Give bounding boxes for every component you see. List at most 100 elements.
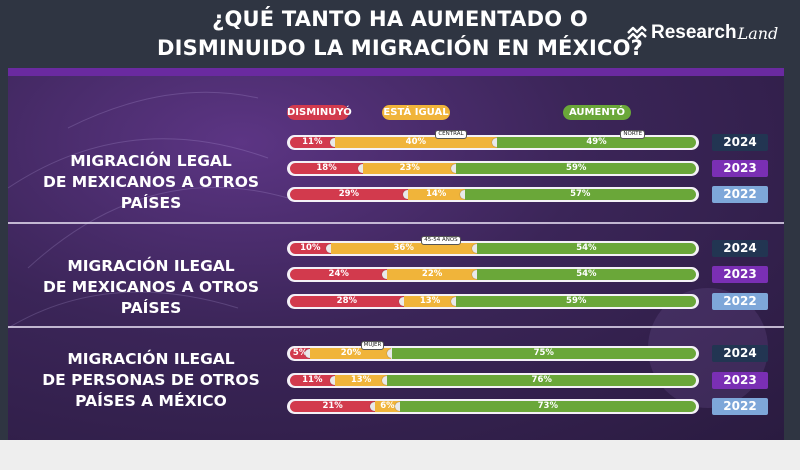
segment-increased [456, 163, 696, 174]
segment-decreased [290, 189, 408, 200]
segment-knob [451, 164, 461, 173]
segment-decreased [290, 348, 311, 359]
segment-decreased [290, 375, 335, 386]
group-divider [8, 326, 784, 328]
group-label-line: PAÍSES A MÉXICO [75, 392, 227, 410]
segment-increased [391, 348, 696, 359]
legend-increased: AUMENTÓ [563, 105, 631, 120]
brand-name-script: Land [737, 23, 779, 43]
value-label: 24% [328, 269, 349, 279]
title-line-2: DISMINUIDO LA MIGRACIÓN EN MÉXICO? [156, 36, 644, 60]
bar-track: 11% 13% 76% [287, 373, 699, 388]
group-label-line: MIGRACIÓN ILEGAL [67, 257, 235, 275]
value-label: 20% [340, 348, 362, 358]
segment-knob [386, 349, 396, 358]
segment-knob [325, 244, 335, 253]
segment-increased [476, 269, 696, 280]
segment-increased [456, 296, 696, 307]
segment-same [407, 189, 465, 200]
bar-track: 5% 20% 75% MUJER [287, 341, 699, 361]
segment-knob [382, 270, 392, 279]
brand-name: Research [651, 22, 737, 43]
value-label: 23% [399, 163, 420, 173]
year-badge: 2023 [712, 160, 768, 177]
year-badge: 2022 [712, 398, 768, 415]
value-label: 5% [292, 348, 308, 358]
segment-same [330, 243, 477, 254]
year-badge: 2024 [712, 134, 768, 151]
group-label-line: DE MEXICANOS A OTROS PAÍSES [42, 173, 260, 212]
segment-same [363, 163, 457, 174]
segment-knob [305, 349, 315, 358]
group-label-line: DE MEXICANOS A OTROS PAÍSES [42, 278, 260, 317]
callout-tag: CENTRAL [435, 130, 467, 139]
group-label-1: MIGRACIÓN LEGAL DE MEXICANOS A OTROS PAÍ… [20, 151, 282, 214]
bar-track: 18% 23% 59% [287, 161, 699, 176]
segment-increased [464, 189, 696, 200]
segment-decreased [290, 163, 364, 174]
title-line-1: ¿QUÉ TANTO HA AUMENTADO O [212, 7, 588, 31]
accent-bar [8, 68, 784, 76]
bar-track: 28% 13% 59% [287, 294, 699, 309]
value-label: 36% [393, 243, 414, 253]
segment-increased [399, 401, 696, 412]
value-label: 10% [300, 243, 321, 253]
segment-knob [471, 244, 481, 253]
segment-knob [459, 190, 469, 199]
value-label: 11% [302, 137, 323, 147]
researchland-logo-icon [627, 25, 647, 40]
legend-same: ESTÁ IGUAL [382, 105, 450, 120]
value-label: 13% [350, 375, 372, 385]
value-label: 49% [586, 137, 607, 147]
segment-increased [497, 137, 696, 148]
group-label-2: MIGRACIÓN ILEGAL DE MEXICANOS A OTROS PA… [20, 256, 282, 319]
value-label: 28% [336, 296, 358, 306]
footer-strip [0, 440, 800, 470]
year-badge: 2022 [712, 186, 768, 203]
segment-knob [492, 138, 502, 147]
value-label: 14% [425, 189, 447, 199]
segment-knob [329, 376, 339, 385]
legend-decreased: DISMINUYÓ [287, 105, 352, 120]
segment-same [375, 401, 400, 412]
value-label: 18% [316, 163, 337, 173]
value-label: 21% [322, 401, 343, 411]
segment-decreased [290, 243, 331, 254]
year-badge: 2023 [712, 266, 768, 283]
segment-same [310, 348, 392, 359]
value-label: 73% [537, 401, 558, 411]
value-label: 11% [302, 375, 323, 385]
group-label-3: MIGRACIÓN ILEGAL DE PERSONAS DE OTROS PA… [20, 349, 282, 412]
segment-knob [382, 376, 392, 385]
segment-knob [358, 164, 368, 173]
header: ¿QUÉ TANTO HA AUMENTADO O DISMINUIDO LA … [0, 0, 800, 68]
bar-track: 10% 36% 54% 45-54 AÑOS [287, 236, 699, 256]
year-badge: 2024 [712, 240, 768, 257]
value-label: 22% [421, 269, 443, 279]
segment-knob [398, 297, 408, 306]
bar-track: 29% 14% 57% [287, 187, 699, 202]
bar-track: 24% 22% 54% [287, 267, 699, 282]
brand-logo: Research Land [627, 20, 778, 46]
value-label: 13% [419, 296, 441, 306]
value-label: 54% [576, 269, 597, 279]
segment-knob [394, 402, 404, 411]
segment-same [403, 296, 457, 307]
group-divider [8, 222, 784, 224]
value-label: 6% [380, 401, 395, 411]
segment-knob [370, 402, 380, 411]
callout-tag: NORTE [620, 130, 646, 139]
value-label: 59% [566, 296, 587, 306]
value-label: 59% [566, 163, 587, 173]
value-label: 40% [405, 137, 427, 147]
value-label: 54% [576, 243, 597, 253]
year-badge: 2023 [712, 372, 768, 389]
segment-increased [476, 243, 696, 254]
bar-track: 21% 6% 73% [287, 399, 699, 414]
segment-same [334, 137, 498, 148]
callout-tag: MUJER [360, 341, 385, 350]
value-label: 75% [533, 348, 554, 358]
segment-knob [329, 138, 339, 147]
segment-decreased [290, 137, 335, 148]
